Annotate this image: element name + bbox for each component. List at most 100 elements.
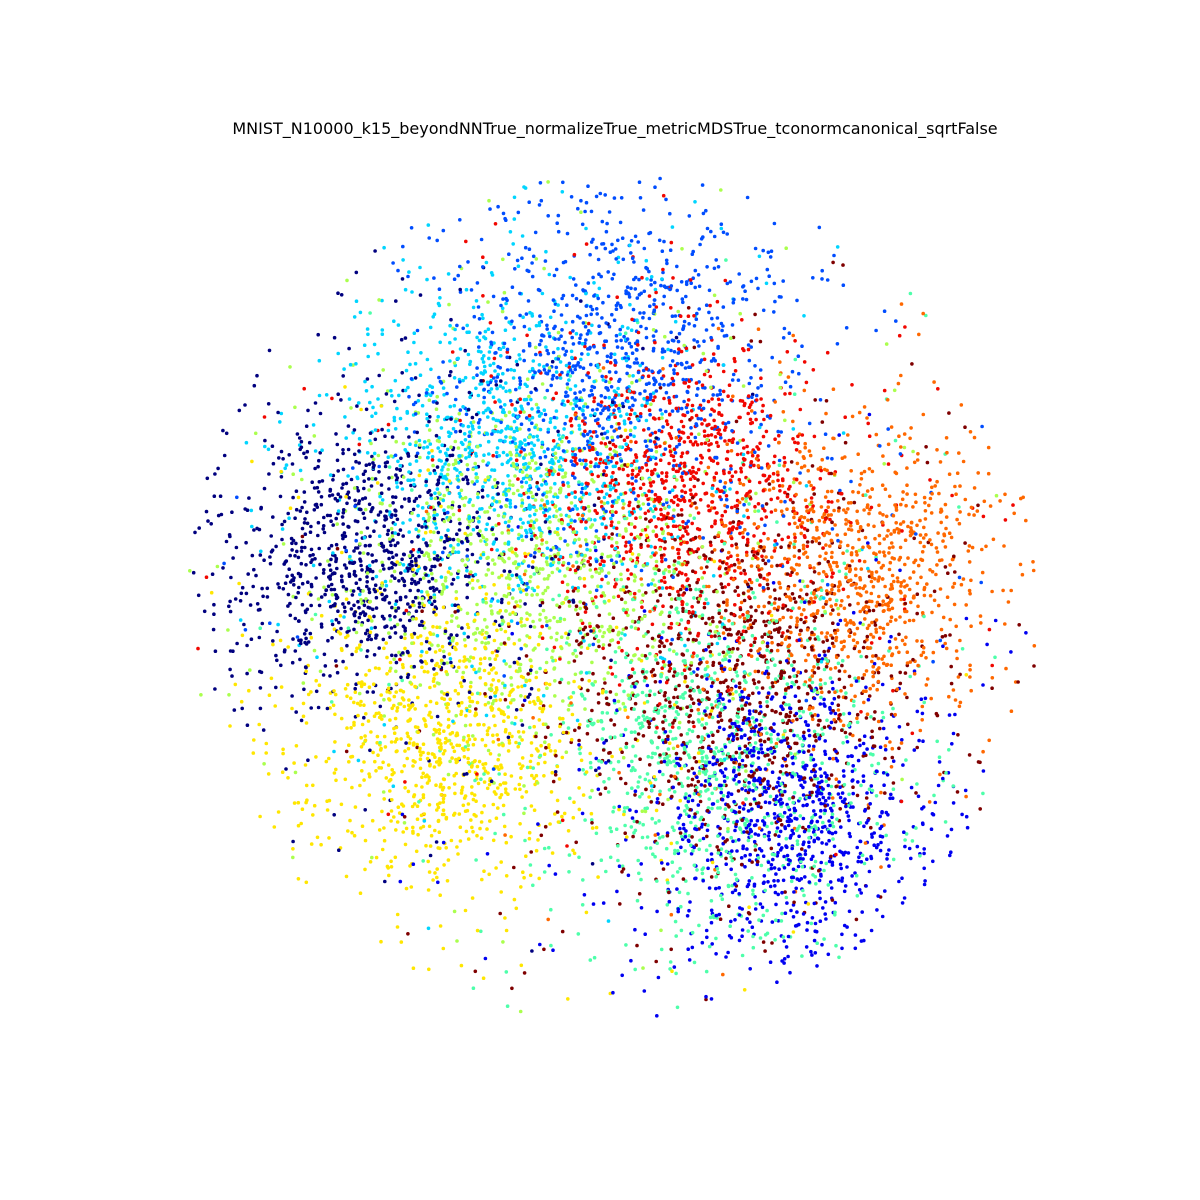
data-point-class-0 (449, 317, 453, 322)
data-point-class-0 (399, 481, 403, 485)
data-point-class-3 (452, 403, 457, 408)
data-point-class-1 (853, 946, 858, 951)
data-point-class-6 (439, 747, 443, 751)
data-point-class-7 (826, 505, 830, 510)
data-point-class-0 (373, 249, 377, 253)
data-point-class-5 (608, 452, 612, 457)
data-point-class-4 (651, 852, 655, 856)
data-point-class-7 (889, 425, 894, 429)
data-point-class-9 (692, 345, 697, 350)
data-point-class-5 (574, 654, 579, 659)
data-point-class-0 (205, 476, 210, 481)
data-point-class-9 (711, 663, 715, 667)
data-point-class-9 (696, 478, 700, 482)
data-point-class-4 (697, 923, 701, 928)
data-point-class-3 (651, 391, 656, 395)
data-point-class-6 (442, 863, 446, 867)
data-point-class-1 (538, 942, 542, 947)
data-point-class-1 (723, 767, 728, 771)
data-point-class-0 (445, 458, 449, 462)
data-point-class-8 (746, 394, 751, 398)
data-point-class-6 (415, 742, 420, 747)
data-point-class-6 (463, 908, 468, 913)
data-point-class-7 (923, 509, 928, 513)
data-point-class-2 (586, 439, 590, 444)
data-point-class-2 (731, 300, 736, 305)
data-point-class-7 (870, 487, 874, 492)
data-point-class-0 (514, 708, 519, 712)
data-point-class-1 (869, 928, 874, 933)
data-point-class-3 (436, 414, 441, 419)
data-point-class-4 (822, 667, 827, 672)
data-point-class-8 (510, 402, 514, 407)
data-point-class-6 (527, 678, 532, 683)
data-point-class-4 (690, 729, 695, 734)
data-point-class-6 (496, 757, 501, 762)
data-point-class-8 (708, 303, 712, 308)
data-point-class-6 (276, 810, 281, 814)
data-point-class-7 (923, 517, 928, 521)
data-point-class-9 (749, 605, 753, 609)
data-point-class-2 (533, 370, 537, 375)
data-point-class-5 (452, 361, 457, 365)
data-point-class-1 (752, 729, 757, 734)
data-point-class-2 (565, 231, 570, 236)
data-point-class-3 (365, 451, 370, 455)
data-point-class-6 (388, 669, 392, 673)
data-point-class-9 (753, 848, 758, 852)
data-point-class-0 (328, 489, 333, 493)
data-point-class-6 (466, 625, 471, 630)
data-point-class-8 (867, 434, 872, 439)
data-point-class-3 (276, 622, 280, 627)
data-point-class-7 (903, 642, 907, 647)
data-point-class-3 (413, 361, 418, 366)
data-point-class-9 (752, 640, 757, 644)
data-point-class-3 (464, 287, 469, 292)
data-point-class-5 (651, 645, 655, 649)
data-point-class-9 (764, 502, 769, 506)
data-point-class-7 (874, 604, 879, 608)
data-point-class-6 (488, 819, 492, 823)
data-point-class-8 (664, 419, 669, 423)
data-point-class-8 (583, 429, 587, 434)
data-point-class-6 (375, 481, 380, 485)
data-point-class-5 (564, 750, 569, 754)
data-point-class-0 (238, 599, 243, 603)
data-point-class-9 (694, 760, 699, 764)
data-point-class-5 (546, 180, 550, 184)
data-point-class-8 (657, 702, 662, 706)
data-point-class-2 (637, 180, 642, 184)
data-point-class-4 (723, 807, 728, 811)
data-point-class-4 (914, 826, 918, 830)
data-point-class-1 (726, 791, 731, 795)
data-point-class-6 (499, 573, 504, 578)
data-point-class-1 (767, 837, 771, 842)
data-point-class-3 (535, 434, 539, 439)
data-point-class-4 (844, 735, 849, 739)
data-point-class-4 (497, 772, 502, 776)
data-point-class-5 (565, 582, 570, 587)
data-point-class-2 (573, 476, 577, 480)
data-point-class-5 (381, 790, 386, 794)
data-point-class-7 (897, 434, 901, 439)
data-point-class-6 (359, 407, 363, 412)
data-point-class-1 (721, 836, 725, 840)
data-point-class-7 (773, 546, 777, 550)
data-point-class-8 (690, 521, 694, 526)
data-point-class-7 (885, 534, 889, 538)
data-point-class-5 (550, 655, 554, 660)
data-point-class-0 (258, 669, 262, 674)
data-point-class-0 (353, 619, 358, 624)
data-point-class-7 (846, 595, 850, 599)
data-point-class-8 (776, 473, 780, 477)
data-point-class-7 (966, 549, 971, 553)
data-point-class-7 (749, 409, 754, 413)
data-point-class-6 (296, 823, 301, 828)
data-point-class-1 (683, 796, 688, 800)
data-point-class-9 (715, 845, 719, 849)
data-point-class-2 (665, 261, 669, 266)
data-point-class-7 (909, 600, 913, 605)
data-point-class-5 (540, 542, 544, 546)
data-point-class-5 (823, 609, 827, 614)
data-point-class-9 (710, 615, 715, 620)
